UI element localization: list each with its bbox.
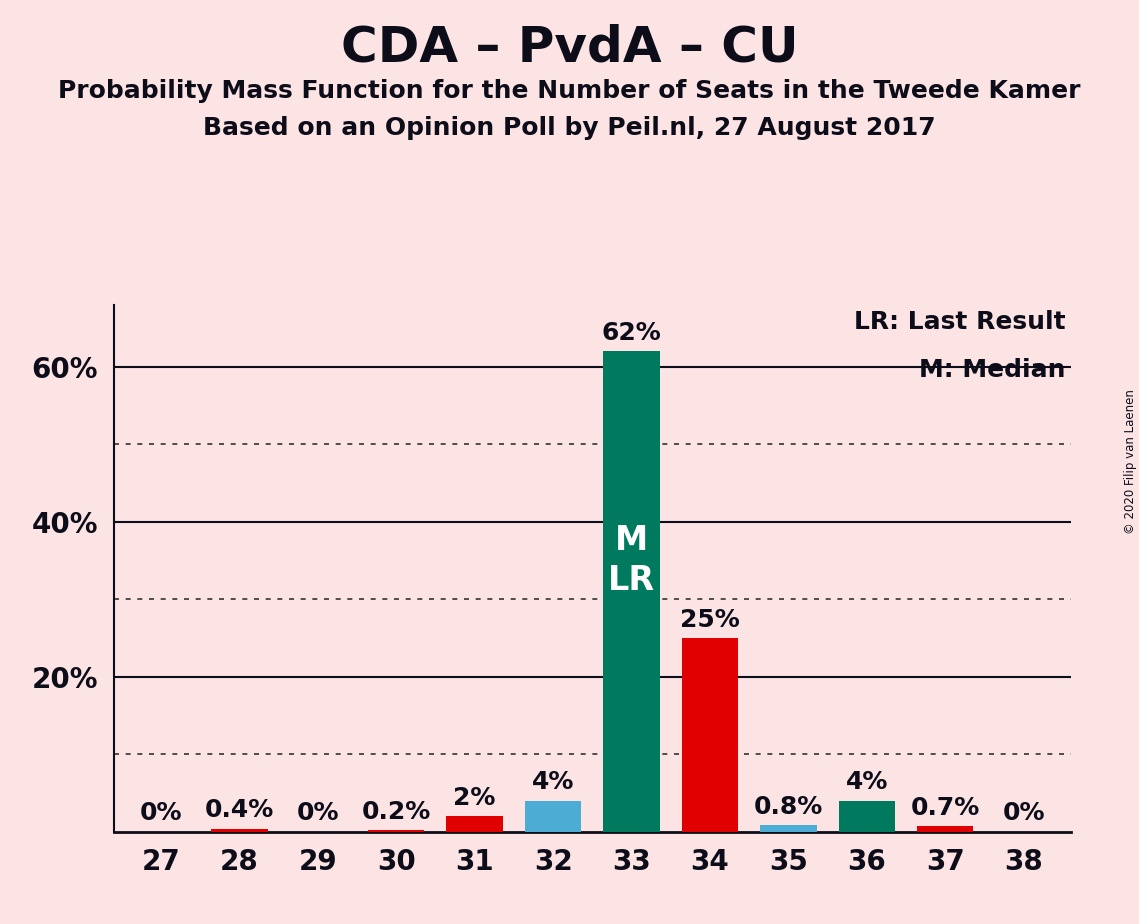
Text: 4%: 4% <box>845 771 888 795</box>
Text: 2%: 2% <box>453 786 495 810</box>
Text: 0.7%: 0.7% <box>910 796 980 820</box>
Text: CDA – PvdA – CU: CDA – PvdA – CU <box>341 23 798 71</box>
Text: 0.8%: 0.8% <box>754 796 823 820</box>
Bar <box>681 638 738 832</box>
Bar <box>604 351 659 832</box>
Bar <box>838 800 895 832</box>
Text: 0.2%: 0.2% <box>361 800 431 824</box>
Text: © 2020 Filip van Laenen: © 2020 Filip van Laenen <box>1124 390 1137 534</box>
Text: 4%: 4% <box>532 771 574 795</box>
Text: 0%: 0% <box>296 801 339 825</box>
Bar <box>525 800 581 832</box>
Text: 62%: 62% <box>601 322 662 346</box>
Text: M: Median: M: Median <box>919 358 1066 382</box>
Bar <box>446 816 503 832</box>
Bar <box>917 826 974 832</box>
Text: Based on an Opinion Poll by Peil.nl, 27 August 2017: Based on an Opinion Poll by Peil.nl, 27 … <box>203 116 936 140</box>
Text: M
LR: M LR <box>608 524 655 598</box>
Bar <box>760 825 817 832</box>
Text: Probability Mass Function for the Number of Seats in the Tweede Kamer: Probability Mass Function for the Number… <box>58 79 1081 103</box>
Text: 0%: 0% <box>140 801 182 825</box>
Bar <box>211 829 268 832</box>
Text: LR: Last Result: LR: Last Result <box>854 310 1066 334</box>
Text: 25%: 25% <box>680 608 740 632</box>
Bar <box>368 830 425 832</box>
Text: 0%: 0% <box>1002 801 1044 825</box>
Text: 0.4%: 0.4% <box>205 798 274 822</box>
